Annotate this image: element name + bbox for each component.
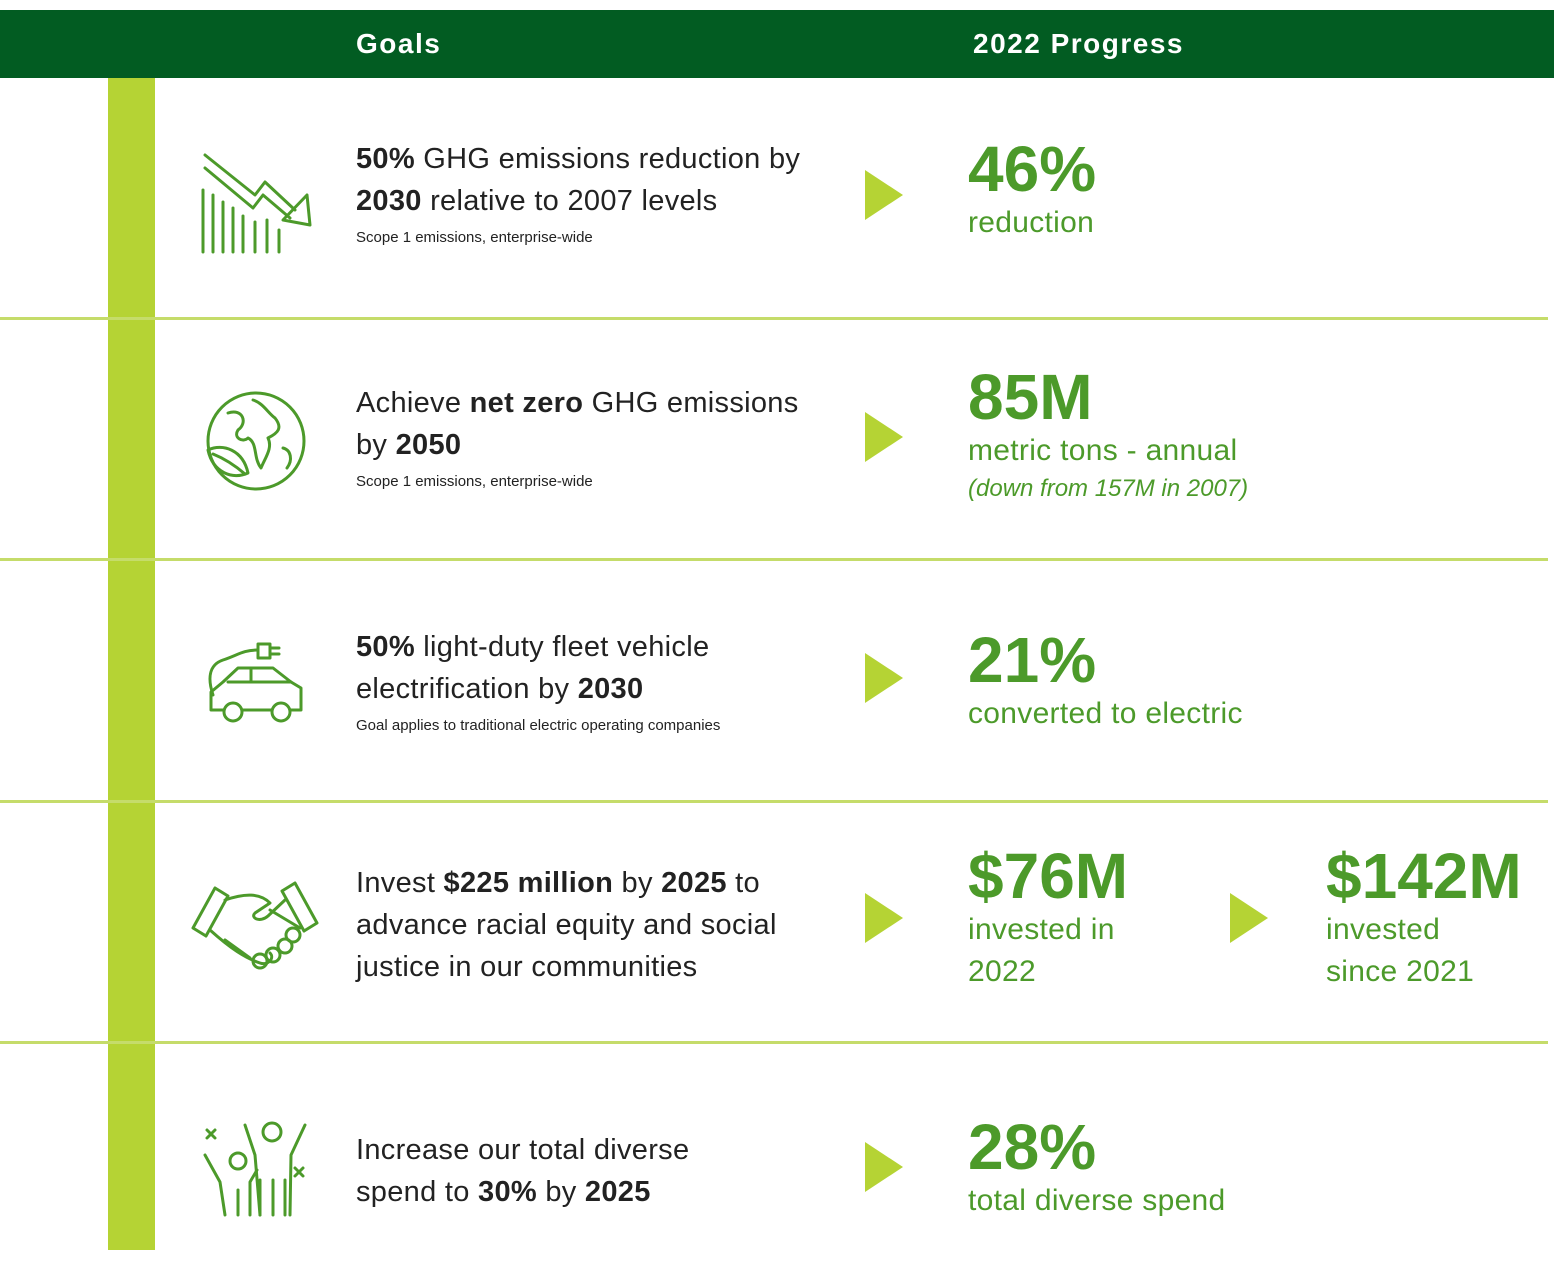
goal: Increase our total diverse spend to 30% …	[356, 1129, 716, 1213]
goal-text: light-duty fleet vehicle electrification…	[356, 631, 710, 705]
goal-text: Achieve	[356, 387, 470, 419]
side-bar	[108, 78, 155, 1250]
progress-label: invested in 2022	[968, 913, 1115, 988]
arrow-shape	[1230, 893, 1268, 943]
progress-value: $142M	[1326, 840, 1522, 912]
arrow	[865, 653, 903, 703]
goal-emphasis: 50%	[356, 631, 415, 663]
progress-label: reduction	[968, 206, 1095, 239]
goal-text: Increase our total diverse spend to	[356, 1134, 690, 1208]
goal-row: 50% light-duty fleet vehicle electrifica…	[0, 559, 1554, 801]
progress: 21% converted to electric	[968, 627, 1408, 735]
progress: 28% total diverse spend	[968, 1114, 1408, 1222]
emissions-icon	[201, 153, 312, 254]
progress: $76M invested in 2022	[968, 843, 1148, 993]
goal-text: to advance racial equity and social just…	[356, 867, 777, 983]
progress-label: converted to electric	[968, 697, 1243, 730]
progress-label: metric tons - annual	[968, 434, 1238, 467]
goal-row: Increase our total diverse spend to 30% …	[0, 1042, 1554, 1250]
goal-row: 50% GHG emissions reduction by 2030 rela…	[0, 78, 1554, 318]
progress: 85M metric tons - annual (down from 157M i…	[968, 364, 1408, 506]
arrow	[865, 170, 903, 220]
goal-emphasis: 2030	[577, 673, 644, 705]
goal-text: by	[536, 1176, 585, 1208]
progress-value: 21%	[968, 624, 1097, 696]
arrow-shape	[865, 1142, 903, 1192]
goal-row: Invest $225 million by 2025 to advance r…	[0, 801, 1554, 1042]
goal-emphasis: 2025	[661, 867, 727, 899]
goals-heading: Goals	[356, 28, 442, 59]
goal-emphasis: 2030	[356, 185, 422, 217]
separator	[0, 558, 1548, 561]
progress: $142M invested since 2021	[1326, 840, 1522, 993]
separator	[0, 1041, 1548, 1044]
goal: Invest $225 million by 2025 to advance r…	[356, 862, 801, 988]
arrow-shape	[865, 170, 903, 220]
goal-row: Achieve net zero GHG emissions by 2050 Sc…	[0, 318, 1554, 559]
goal-text: GHG emissions reduction by	[414, 143, 801, 175]
progress-value: 28%	[968, 1111, 1097, 1183]
progress-value: $76M	[968, 840, 1129, 912]
goal-emphasis: 2050	[395, 429, 462, 461]
goal-emphasis: 30%	[478, 1176, 537, 1208]
header: Goals 2022 Progress	[0, 10, 1554, 78]
goal-text: by	[613, 867, 662, 899]
goal-emphasis: 2025	[584, 1176, 651, 1208]
goal-emphasis: net zero	[469, 387, 584, 419]
arrow	[1230, 893, 1268, 943]
goal: Achieve net zero GHG emissions by 2050 Sc…	[356, 382, 801, 492]
separator	[0, 800, 1548, 803]
goal-note: Scope 1 emissions, enterprise-wide	[356, 229, 593, 246]
goal-emphasis: 50%	[356, 143, 415, 175]
progress-value: 46%	[968, 133, 1097, 205]
handshake-icon	[191, 881, 319, 970]
goal: 50% GHG emissions reduction by 2030 rela…	[356, 138, 801, 248]
arrow-shape	[865, 893, 903, 943]
arrow	[865, 893, 903, 943]
arrow-shape	[865, 653, 903, 703]
progress-label: total diverse spend	[968, 1184, 1226, 1217]
separator	[0, 317, 1548, 320]
goal-text: Invest	[356, 867, 444, 899]
car-icon	[208, 642, 303, 723]
goal-note: Scope 1 emissions, enterprise-wide	[356, 473, 593, 490]
goal: 50% light-duty fleet vehicle electrifica…	[356, 626, 801, 736]
progress-label: invested since 2021	[1326, 913, 1475, 988]
arrow	[865, 412, 903, 462]
arrow	[865, 1142, 903, 1192]
progress-heading: 2022 Progress	[973, 28, 1184, 59]
goal-text: GHG emissions by	[356, 387, 799, 461]
progress-value: 85M	[968, 361, 1093, 433]
progress: 46% reduction	[968, 136, 1408, 244]
globe-icon	[206, 391, 306, 491]
arrow-shape	[865, 412, 903, 462]
goal-note: Goal applies to traditional electric ope…	[356, 717, 721, 734]
people-icon	[203, 1121, 307, 1217]
goal-text: relative to 2007 levels	[421, 185, 718, 217]
progress-detail: (down from 157M in 2007)	[968, 475, 1249, 502]
goal-emphasis: $225 million	[443, 867, 614, 899]
